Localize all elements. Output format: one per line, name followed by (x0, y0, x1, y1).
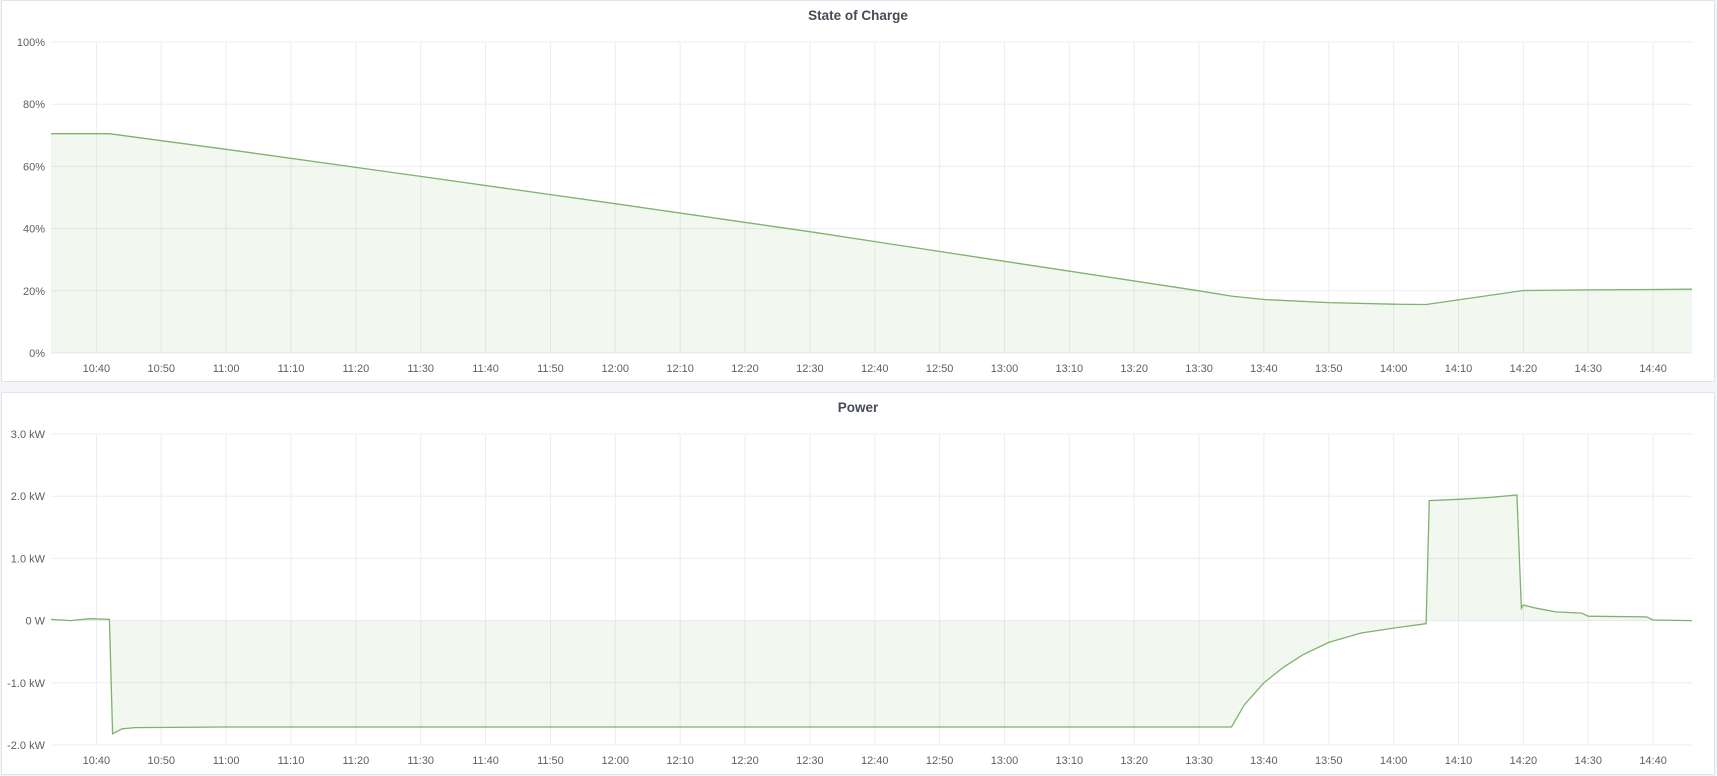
y-tick-label: 60% (23, 161, 45, 173)
x-tick-label: 11:10 (278, 755, 305, 767)
series-line (51, 133, 1693, 306)
y-tick-label: 0% (29, 348, 45, 360)
x-tick-label: 11:00 (213, 363, 240, 375)
power-panel: Power -2.0 kW -1.0 kW 0 W 1.0 kW 2.0 kW 3.0 k… (1, 392, 1715, 775)
y-tick-label: 1.0 kW (11, 553, 46, 565)
x-tick-label: 13:10 (1056, 363, 1084, 375)
x-tick-label: 10:40 (83, 363, 111, 375)
x-tick-label: 12:20 (731, 363, 759, 375)
x-tick-label: 11:50 (537, 755, 564, 767)
panel-title[interactable]: Power (837, 400, 879, 415)
x-tick-label: 12:00 (602, 755, 630, 767)
x-tick-label: 14:30 (1574, 363, 1602, 375)
x-tick-label: 11:30 (407, 755, 434, 767)
x-tick-label: 13:20 (1120, 363, 1148, 375)
x-tick-label: 13:50 (1315, 363, 1343, 375)
x-tick-label: 11:00 (213, 755, 240, 767)
x-tick-label: 11:10 (278, 363, 305, 375)
x-tick-label: 14:00 (1380, 363, 1408, 375)
x-tick-label: 14:20 (1510, 363, 1538, 375)
x-tick-label: 11:50 (537, 363, 564, 375)
x-tick-label: 12:20 (731, 755, 759, 767)
x-tick-label: 12:10 (666, 755, 694, 767)
x-tick-label: 13:10 (1056, 755, 1084, 767)
x-tick-label: 11:40 (472, 755, 499, 767)
y-tick-label: 0 W (25, 616, 45, 628)
y-tick-label: 40% (23, 224, 45, 236)
x-tick-label: 12:40 (861, 755, 889, 767)
x-tick-label: 10:50 (147, 363, 175, 375)
x-tick-label: 13:20 (1120, 755, 1148, 767)
x-tick-label: 13:40 (1250, 363, 1278, 375)
x-tick-label: 12:50 (926, 755, 954, 767)
x-tick-label: 14:40 (1639, 363, 1667, 375)
x-tick-label: 12:40 (861, 363, 889, 375)
x-tick-label: 13:30 (1185, 363, 1213, 375)
x-tick-label: 13:50 (1315, 755, 1343, 767)
y-tick-label: -1.0 kW (7, 678, 46, 690)
x-tick-label: 14:30 (1574, 755, 1602, 767)
power-chart: -2.0 kW -1.0 kW 0 W 1.0 kW 2.0 kW 3.0 kW 10:40… (7, 429, 1693, 767)
x-tick-label: 14:00 (1380, 755, 1408, 767)
soc-panel: State of Charge 0% 20% 40% 60% 80% 100% 10:40 1… (1, 0, 1715, 382)
series-line (50, 494, 1693, 735)
series-area (51, 495, 1692, 734)
y-tick-label: 100% (17, 37, 45, 49)
y-tick-label: 20% (23, 286, 45, 298)
x-tick-label: 14:10 (1445, 363, 1473, 375)
x-tick-label: 14:20 (1510, 755, 1538, 767)
x-tick-label: 14:40 (1639, 755, 1667, 767)
x-tick-label: 13:00 (991, 755, 1019, 767)
x-tick-label: 12:30 (796, 755, 824, 767)
x-tick-label: 11:30 (407, 363, 434, 375)
x-tick-label: 11:20 (342, 363, 369, 375)
panel-title[interactable]: State of Charge (808, 8, 908, 23)
x-tick-label: 12:30 (796, 363, 824, 375)
x-tick-label: 11:40 (472, 363, 499, 375)
y-tick-label: 3.0 kW (11, 429, 46, 441)
x-tick-label: 12:10 (666, 363, 694, 375)
x-tick-label: 10:50 (147, 755, 175, 767)
x-tick-label: 12:50 (926, 363, 954, 375)
x-tick-label: 13:00 (991, 363, 1019, 375)
x-tick-label: 14:10 (1445, 755, 1473, 767)
y-tick-label: -2.0 kW (7, 740, 46, 752)
x-tick-label: 13:40 (1250, 755, 1278, 767)
x-tick-label: 13:30 (1185, 755, 1213, 767)
x-tick-label: 11:20 (342, 755, 369, 767)
y-tick-label: 2.0 kW (11, 491, 46, 503)
y-tick-label: 80% (23, 99, 45, 111)
soc-chart: 0% 20% 40% 60% 80% 100% 10:40 10:50 11:00 11:10 11… (17, 37, 1693, 375)
series-area (51, 133, 1692, 353)
x-tick-label: 12:00 (602, 363, 630, 375)
x-tick-label: 10:40 (83, 755, 111, 767)
